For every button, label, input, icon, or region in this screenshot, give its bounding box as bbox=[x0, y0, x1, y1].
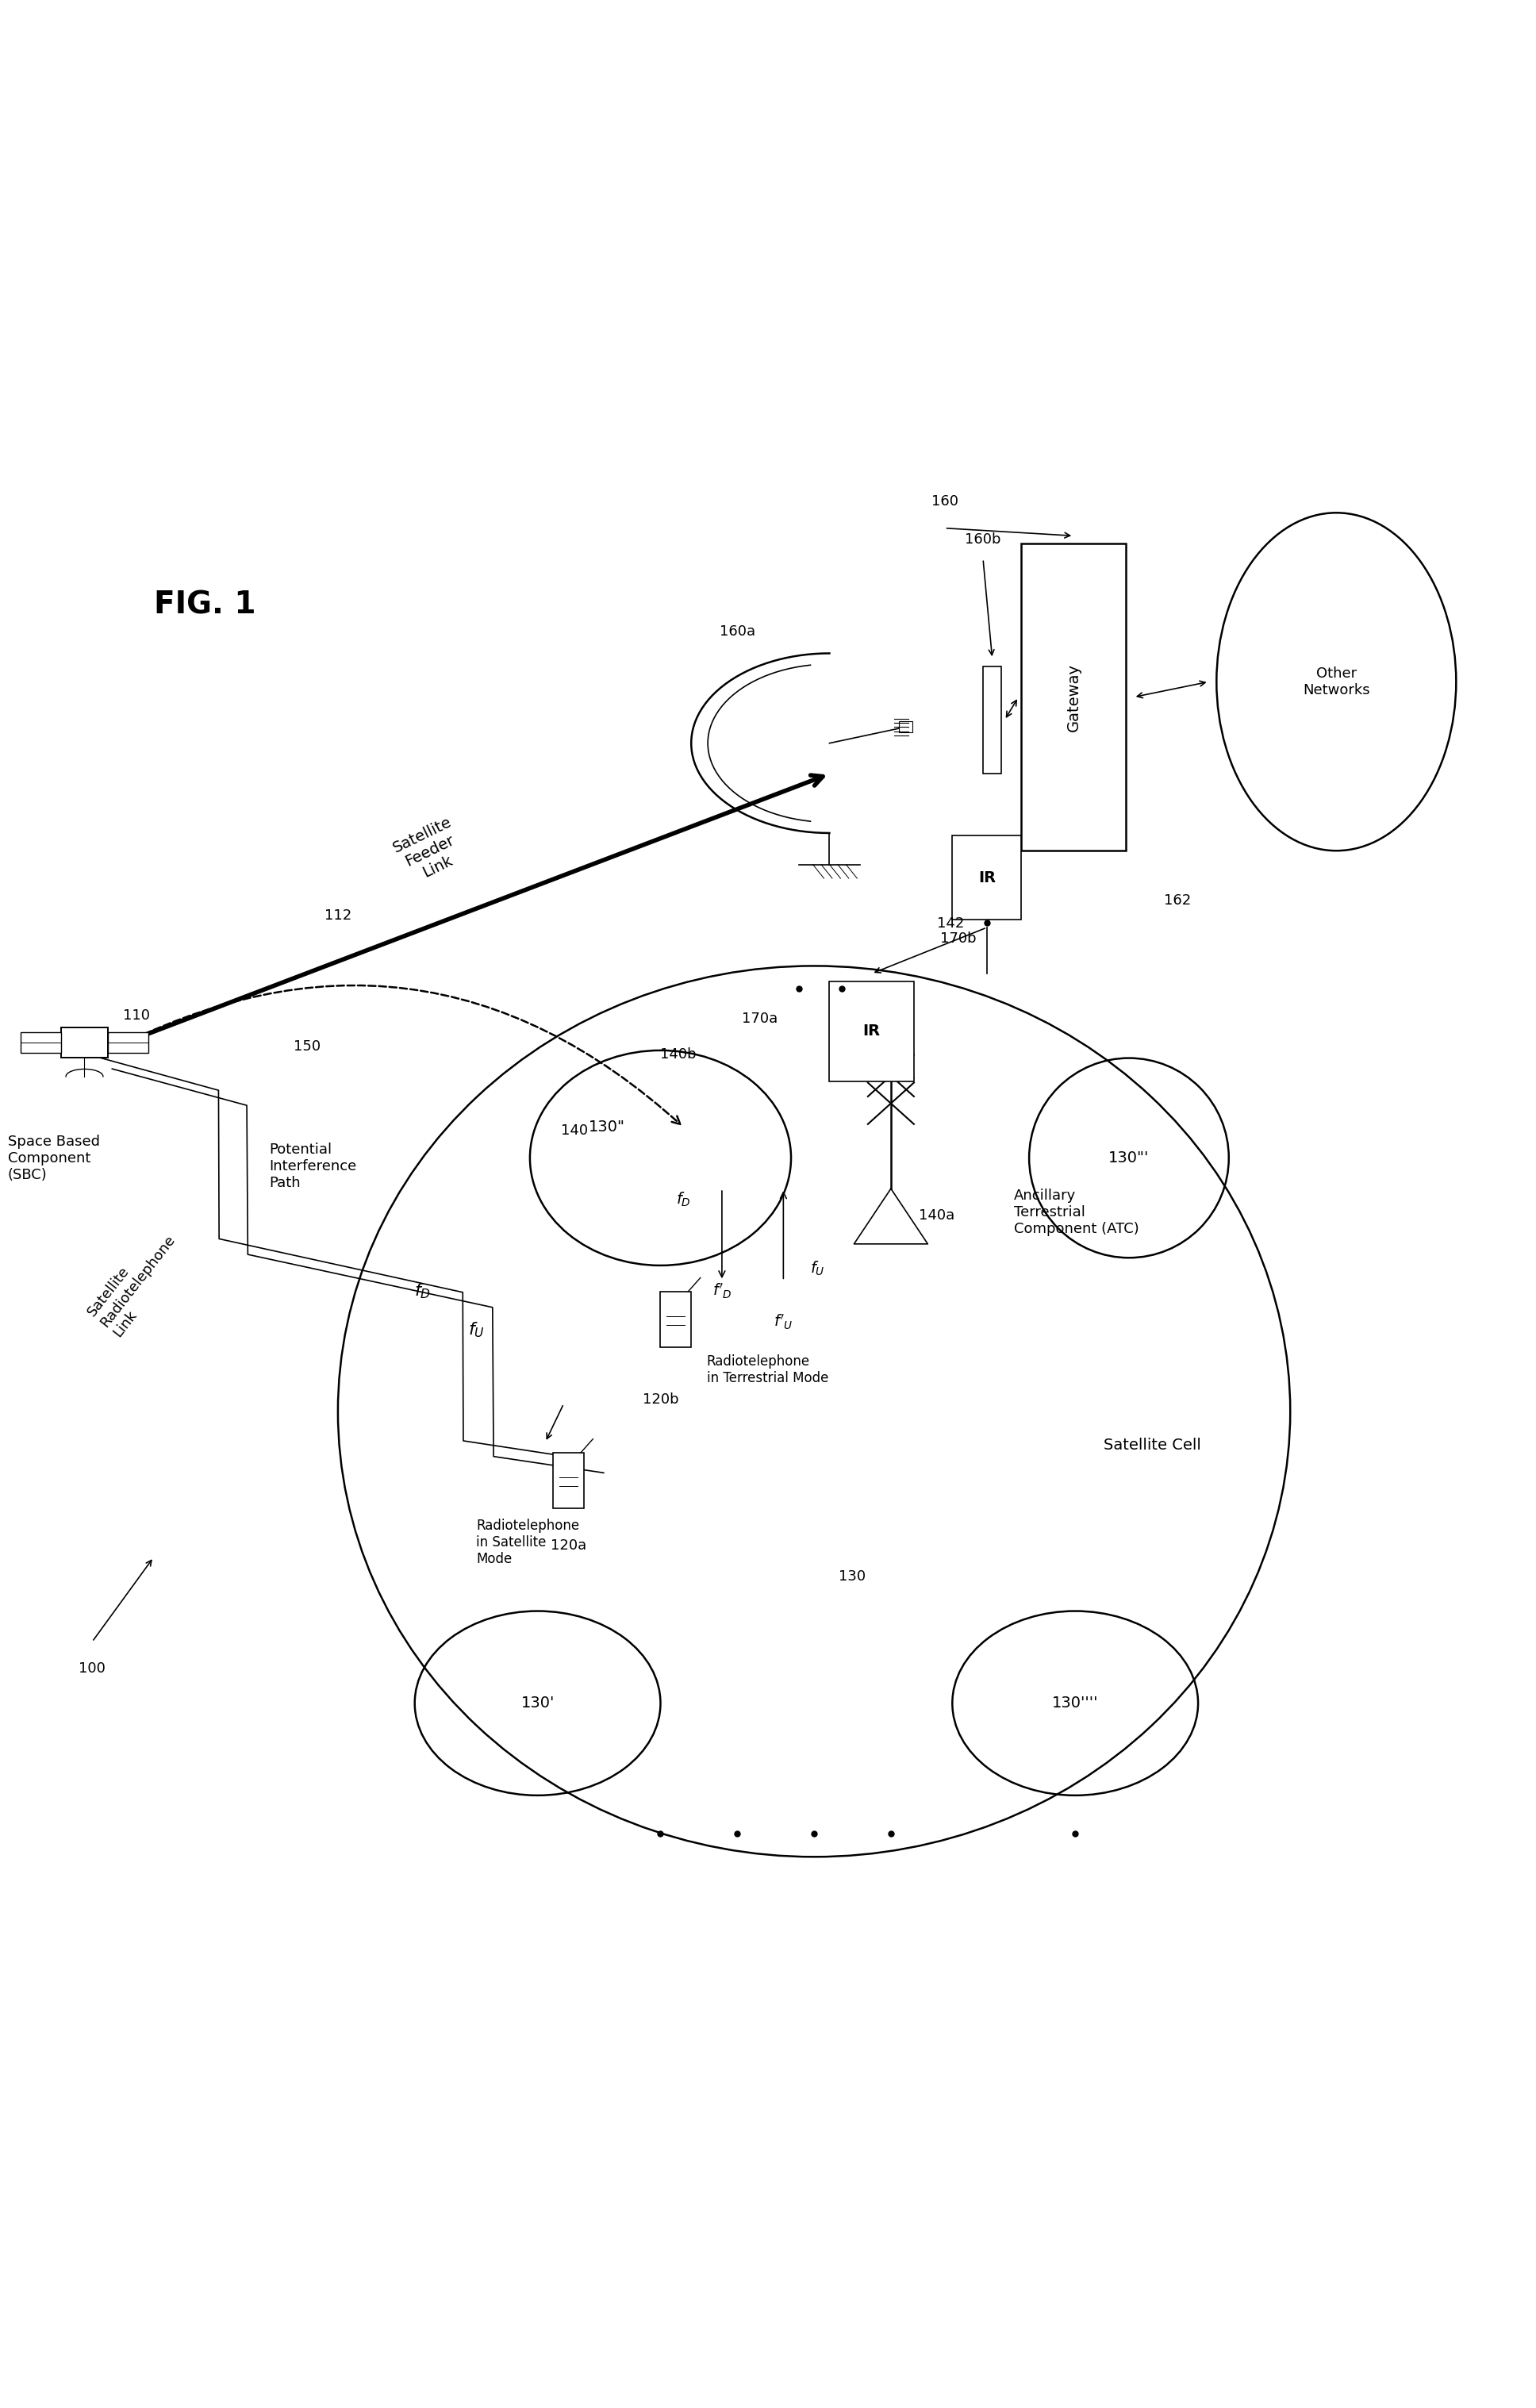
Polygon shape bbox=[108, 1033, 149, 1052]
Text: 160b: 160b bbox=[965, 532, 1001, 547]
Text: Gateway: Gateway bbox=[1066, 662, 1081, 732]
Text: FIG. 1: FIG. 1 bbox=[154, 590, 255, 621]
Text: 120b: 120b bbox=[642, 1392, 679, 1406]
Text: Space Based
Component
(SBC): Space Based Component (SBC) bbox=[8, 1134, 100, 1182]
Text: $f_D$: $f_D$ bbox=[415, 1281, 430, 1300]
Text: 100: 100 bbox=[78, 1662, 106, 1676]
Text: Satellite
Radiotelephone
Link: Satellite Radiotelephone Link bbox=[84, 1221, 190, 1339]
Text: $f'_U$: $f'_U$ bbox=[774, 1312, 793, 1332]
Text: 120a: 120a bbox=[550, 1539, 587, 1553]
Text: 160a: 160a bbox=[719, 624, 756, 638]
Text: $f_D$: $f_D$ bbox=[676, 1190, 691, 1209]
FancyBboxPatch shape bbox=[952, 836, 1021, 920]
Text: Radiotelephone
in Satellite
Mode: Radiotelephone in Satellite Mode bbox=[476, 1519, 579, 1565]
Polygon shape bbox=[553, 1452, 584, 1507]
FancyBboxPatch shape bbox=[829, 982, 914, 1081]
Text: $f'_D$: $f'_D$ bbox=[713, 1281, 731, 1300]
Text: 140b: 140b bbox=[660, 1047, 697, 1062]
Polygon shape bbox=[660, 1291, 691, 1346]
Text: 130": 130" bbox=[588, 1120, 625, 1134]
Text: 142: 142 bbox=[937, 917, 965, 929]
Text: 140a: 140a bbox=[919, 1209, 954, 1223]
Text: 162: 162 bbox=[1164, 893, 1192, 908]
Text: 160: 160 bbox=[931, 494, 958, 508]
Text: 130: 130 bbox=[839, 1570, 866, 1584]
Text: 140: 140 bbox=[561, 1125, 588, 1139]
Text: 112: 112 bbox=[324, 908, 352, 922]
Text: IR: IR bbox=[863, 1023, 880, 1038]
Text: Other
Networks: Other Networks bbox=[1303, 667, 1370, 698]
Text: 130': 130' bbox=[521, 1695, 554, 1710]
Text: 130'''': 130'''' bbox=[1052, 1695, 1098, 1710]
Polygon shape bbox=[20, 1033, 61, 1052]
Text: 130"': 130"' bbox=[1109, 1151, 1149, 1165]
Text: 150: 150 bbox=[293, 1040, 321, 1055]
Text: 170b: 170b bbox=[940, 932, 977, 946]
Text: 170a: 170a bbox=[742, 1011, 777, 1026]
Text: Satellite
Feeder
Link: Satellite Feeder Link bbox=[390, 814, 470, 886]
Polygon shape bbox=[61, 1028, 108, 1057]
Text: Radiotelephone
in Terrestrial Mode: Radiotelephone in Terrestrial Mode bbox=[707, 1356, 828, 1385]
Text: Satellite Cell: Satellite Cell bbox=[1103, 1438, 1201, 1452]
Text: Potential
Interference
Path: Potential Interference Path bbox=[269, 1141, 356, 1190]
Text: Ancillary
Terrestrial
Component (ATC): Ancillary Terrestrial Component (ATC) bbox=[1014, 1190, 1138, 1235]
Text: IR: IR bbox=[978, 869, 995, 886]
Text: $f_U$: $f_U$ bbox=[809, 1259, 825, 1276]
Polygon shape bbox=[899, 722, 912, 732]
Text: $f_U$: $f_U$ bbox=[468, 1320, 484, 1339]
FancyBboxPatch shape bbox=[1021, 544, 1126, 850]
Polygon shape bbox=[983, 667, 1001, 773]
Text: 110: 110 bbox=[123, 1009, 151, 1023]
